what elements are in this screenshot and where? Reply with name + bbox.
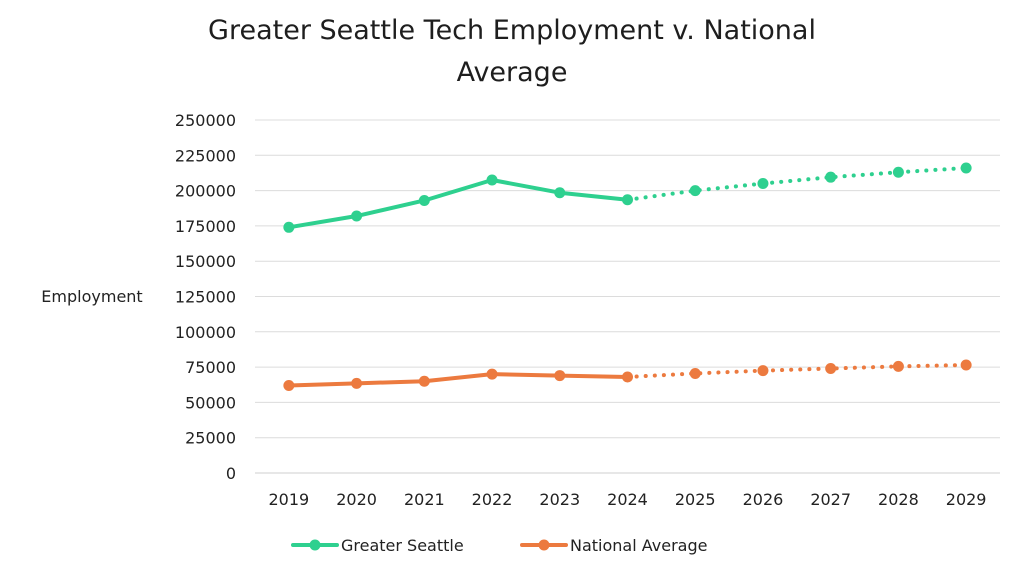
- x-axis-ticks: 2019 2020 2021 2022 2023 2024 2025 2026 2027 2028…: [269, 490, 987, 509]
- data-point-national-average-2029: [960, 359, 972, 371]
- x-tick-2021: 2021: [404, 490, 445, 509]
- y-tick-0: 0: [226, 464, 236, 483]
- x-tick-2020: 2020: [336, 490, 377, 509]
- chart-title: Greater Seattle Tech Employment v. Natio…: [0, 10, 1024, 94]
- x-tick-2023: 2023: [539, 490, 580, 509]
- legend-swatch-marker-greater-seattle: [309, 539, 321, 551]
- data-point-greater-seattle-2022: [486, 174, 498, 186]
- y-tick-150000: 150000: [175, 252, 236, 271]
- y-tick-175000: 175000: [175, 217, 236, 236]
- data-point-greater-seattle-2020: [351, 210, 363, 222]
- series-national-average: [283, 359, 972, 391]
- y-tick-100000: 100000: [175, 323, 236, 342]
- data-point-greater-seattle-2029: [960, 162, 972, 174]
- series-projection-line-greater-seattle: [625, 166, 969, 202]
- data-point-national-average-2027: [825, 363, 837, 375]
- chart-title-line-1: Greater Seattle Tech Employment v. Natio…: [208, 15, 816, 46]
- x-tick-2028: 2028: [878, 490, 919, 509]
- data-point-greater-seattle-2028: [892, 166, 904, 178]
- series-greater-seattle: [283, 162, 972, 233]
- y-tick-75000: 75000: [185, 358, 236, 377]
- data-point-national-average-2023: [554, 370, 566, 382]
- data-point-greater-seattle-2023: [554, 187, 566, 199]
- x-tick-2027: 2027: [810, 490, 851, 509]
- data-point-greater-seattle-2019: [283, 221, 295, 233]
- x-tick-2024: 2024: [607, 490, 648, 509]
- series-projection-line-national-average: [625, 362, 969, 379]
- series-layer: [283, 162, 972, 391]
- y-tick-50000: 50000: [185, 393, 236, 412]
- legend: Greater Seattle National Average: [291, 536, 707, 555]
- y-tick-125000: 125000: [175, 288, 236, 307]
- data-point-national-average-2019: [283, 379, 295, 391]
- legend-swatch-marker-national-average: [538, 539, 550, 551]
- data-point-greater-seattle-2027: [825, 171, 837, 183]
- y-tick-25000: 25000: [185, 429, 236, 448]
- y-axis-label: Employment: [41, 287, 142, 306]
- x-tick-2026: 2026: [743, 490, 784, 509]
- series-line-greater-seattle: [286, 178, 630, 230]
- y-tick-250000: 250000: [175, 111, 236, 130]
- data-point-greater-seattle-2021: [418, 194, 430, 206]
- data-point-national-average-2024: [622, 371, 633, 383]
- data-point-greater-seattle-2026: [757, 178, 769, 190]
- data-point-national-average-2020: [351, 377, 363, 389]
- series-line-national-average: [286, 372, 630, 388]
- data-point-greater-seattle-2025: [689, 185, 701, 197]
- legend-label-national-average: National Average: [570, 536, 707, 555]
- x-tick-2019: 2019: [269, 490, 310, 509]
- x-tick-2025: 2025: [675, 490, 716, 509]
- legend-label-greater-seattle: Greater Seattle: [341, 536, 464, 555]
- data-point-national-average-2021: [418, 375, 430, 387]
- data-point-national-average-2026: [757, 365, 769, 377]
- data-point-national-average-2028: [892, 360, 904, 372]
- legend-item-greater-seattle: Greater Seattle: [291, 536, 464, 555]
- y-tick-225000: 225000: [175, 146, 236, 165]
- data-point-national-average-2025: [689, 367, 701, 379]
- y-axis-ticks: 0 25000 50000 75000 100000 125000 150000 175000…: [175, 111, 236, 483]
- grid-lines: [255, 119, 1000, 474]
- y-tick-200000: 200000: [175, 182, 236, 201]
- x-tick-2022: 2022: [472, 490, 513, 509]
- x-tick-2029: 2029: [946, 490, 987, 509]
- data-point-greater-seattle-2024: [622, 194, 633, 206]
- chart-title-line-2: Average: [456, 57, 568, 88]
- data-point-national-average-2022: [486, 368, 498, 380]
- legend-item-national-average: National Average: [520, 536, 707, 555]
